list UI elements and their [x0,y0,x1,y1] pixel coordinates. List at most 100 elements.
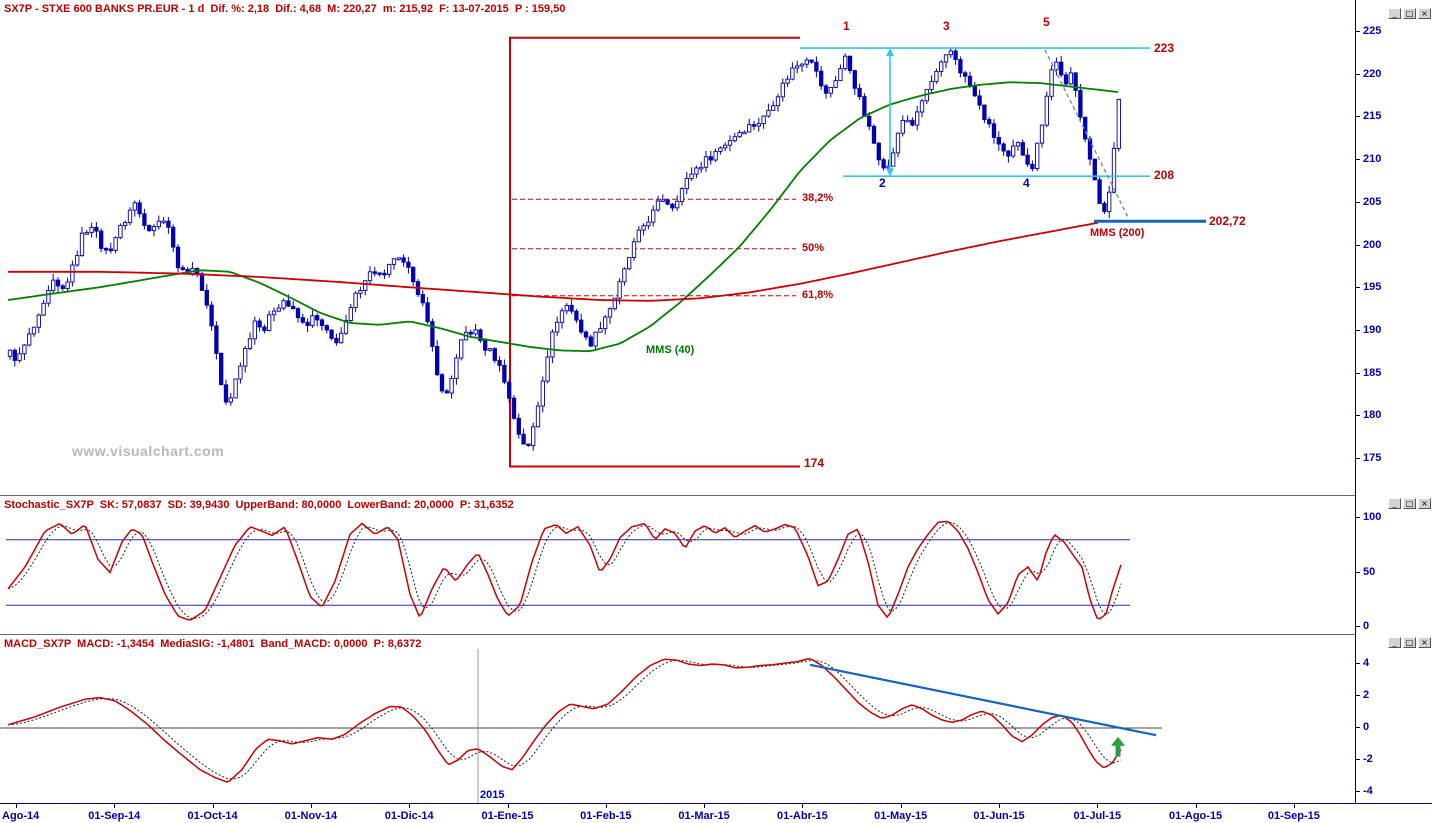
axis-tick [1356,244,1360,246]
axis-tick [1356,626,1360,627]
date-axis-label: 01-May-15 [874,810,928,822]
stochastic-window-controls: _ □ × [1388,498,1431,509]
ma-line[interactable] [8,221,1099,302]
date-axis-label: 01-Sep-14 [88,810,141,822]
date-axis-tick [16,804,17,808]
minimize-button[interactable]: _ [1388,637,1401,648]
axis-tick [1356,73,1360,75]
close-button[interactable]: × [1418,498,1431,509]
macd-header: MACD_SX7P MACD: -1,3454 MediaSIG: -1,480… [4,638,421,650]
stochastic-name: Stochastic_SX7P [4,499,94,511]
date-axis-tick [114,804,116,808]
signal-line [7,659,1122,780]
wave-1-label[interactable]: 1 [843,19,850,33]
support-price-label: 208 [1154,168,1175,182]
date-axis-tick [1097,804,1099,808]
axis-tick [1356,727,1360,728]
close-button[interactable]: × [1418,8,1431,19]
date-axis-label: 01-Ene-15 [481,810,534,822]
axis-tick [1356,159,1360,161]
price-axis-label: 210 [1363,153,1382,166]
price-chart-panel: SX7P - STXE 600 BANKS PR.EUR - 1 d Dif. … [0,0,1355,495]
axis-tick [1356,415,1360,417]
price-axis-label: 215 [1363,110,1382,123]
sk-line [7,520,1122,621]
macd-window-controls: _ □ × [1388,637,1431,648]
wave-3-label[interactable]: 3 [943,19,950,33]
value-axis-strip[interactable]: 225 220 215 210 205 200 195 190 185 180 175 100 50 0 4… [1355,0,1432,803]
date-axis-label: Ago-14 [2,810,40,822]
axis-tick [1356,759,1360,760]
macd-name: MACD_SX7P [4,638,72,650]
price-axis-label: 180 [1363,409,1382,422]
visualchart-watermark: www.visualchart.com [72,443,225,459]
ma200-price-label: 202,72 [1209,214,1246,228]
stochastic-axis-label: 100 [1363,511,1382,523]
date-axis-label: 01-Abr-15 [777,810,828,822]
resistance-price-label: 223 [1154,41,1175,55]
stochastic-canvas[interactable] [0,496,1355,634]
price-axis-label: 190 [1363,323,1382,336]
date-axis-tick [704,804,706,808]
wave-4-label[interactable]: 4 [1023,176,1030,190]
stochastic-axis-label: 0 [1363,620,1370,632]
buy-arrow[interactable] [1111,736,1125,757]
date-axis-label: 01-Nov-14 [284,810,338,822]
date-axis[interactable]: Ago-14 01-Sep-14 01-Oct-14 01-Nov-14 01-Dic-… [0,803,1432,823]
axis-tick [1356,791,1360,792]
date-axis-tick [507,804,509,808]
axis-tick [1356,372,1360,374]
axis-tick [1356,201,1360,203]
date-axis-tick [310,804,312,808]
macd-trendline[interactable] [809,663,1157,737]
restore-button[interactable]: □ [1403,637,1416,648]
axis-tick [1356,458,1360,459]
candles-layer [7,47,1121,451]
date-axis-label: 01-Ago-15 [1169,810,1223,822]
restore-button[interactable]: □ [1403,498,1416,509]
date-axis-tick [212,804,214,808]
macd-axis-label: -4 [1363,785,1373,797]
price-axis-label: 205 [1363,195,1382,208]
axis-tick [1356,571,1360,573]
price-axis-label: 225 [1363,25,1382,37]
price-window-controls: _ □ × [1388,8,1431,19]
price-axis-label: 220 [1363,67,1382,80]
macd-axis-label: 2 [1363,689,1370,701]
macd-canvas[interactable] [0,635,1355,803]
instrument-stats: Dif. %: 2,18 Dif.: 4,68 M: 220,27 m: 215… [204,3,566,15]
minimize-button[interactable]: _ [1388,8,1401,19]
price-chart-canvas[interactable] [0,0,1355,495]
date-axis-label: 01-Mar-15 [678,810,730,822]
fib-382-label: 38,2% [802,192,834,204]
date-axis-tick [1293,804,1295,808]
date-axis-tick [999,804,1000,808]
measured-move-box[interactable] [509,36,800,468]
wave-2-label[interactable]: 2 [879,176,886,190]
date-axis-tick [802,804,804,808]
ma40-name-label: MMS (40) [646,344,695,356]
box-bottom-price-label: 174 [804,456,825,470]
downtrend-dashed-line[interactable] [1044,49,1129,218]
fib-50-label: 50% [802,242,825,254]
close-button[interactable]: × [1418,637,1431,648]
sd-line [7,521,1122,619]
stochastic-params: SK: 57,0837 SD: 39,9430 UpperBand: 80,00… [93,499,514,511]
macd-axis-label: 0 [1363,721,1370,733]
macd-params: MACD: -1,3454 MediaSIG: -1,4801 Band_MAC… [71,638,422,650]
wave-5-label[interactable]: 5 [1043,15,1050,29]
price-axis-label: 195 [1363,281,1382,294]
axis-tick [1356,517,1360,518]
ma-line[interactable] [7,81,1119,353]
instrument-title: SX7P - STXE 600 BANKS PR.EUR - 1 d [4,3,205,15]
price-axis-label: 185 [1363,366,1382,379]
date-axis-label: 01-Sep-15 [1267,810,1320,822]
axis-tick [1356,663,1360,664]
date-axis-tick [1195,804,1197,808]
restore-button[interactable]: □ [1403,8,1416,19]
stochastic-axis-label: 50 [1363,565,1376,578]
minimize-button[interactable]: _ [1388,498,1401,509]
stochastic-header: Stochastic_SX7P SK: 57,0837 SD: 39,9430 … [4,499,514,511]
date-axis-label: 01-Dic-14 [384,810,434,822]
date-axis-label: 01-Oct-14 [187,810,238,822]
